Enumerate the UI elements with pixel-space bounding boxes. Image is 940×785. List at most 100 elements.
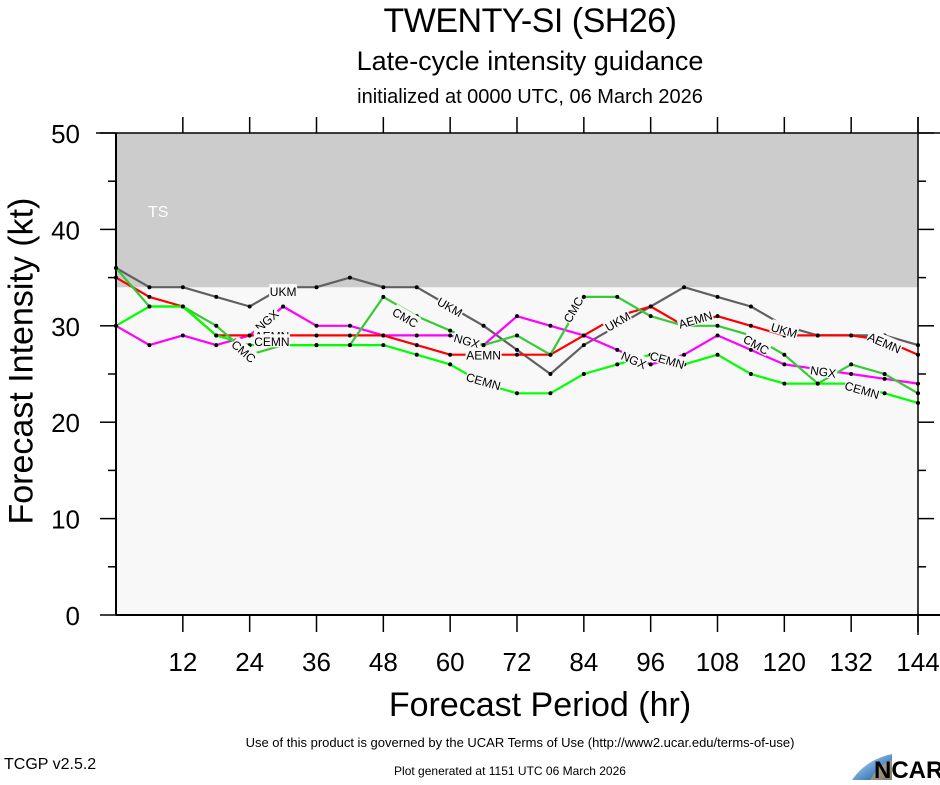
axes: 12 24 36 48 60 72 84 96 108 120 132 144 0 10 20 30 40 50 [51,117,940,677]
data-point-aemn [849,333,854,338]
series-label-aemn: AEMN [466,349,501,363]
data-point-cemn [314,343,319,348]
data-point-ngx [682,352,687,357]
data-point-cemn [114,323,118,328]
data-point-cemn [414,352,419,357]
data-point-ngx [648,362,653,367]
series-label-bg [269,284,298,298]
band-label-ts: TS [148,204,168,221]
data-point-aemn [381,333,386,338]
data-point-ukm [548,372,553,376]
data-point-ngx [882,376,887,381]
plot-background-layer: TS [116,133,918,615]
x-tick-label: 72 [503,647,532,677]
x-tick-label: 132 [829,647,872,677]
data-point-aemn [515,352,519,357]
data-point-ukm [715,294,720,299]
data-point-ukm [481,323,486,328]
data-point-aemn [314,333,319,338]
x-tick-label: 60 [436,647,465,677]
series-label-bg [648,347,687,371]
data-point-ngx [782,362,787,367]
x-axis-label: Forecast Period (hr) [388,686,692,724]
data-point-ukm [247,304,252,309]
series-label-bg [390,304,422,330]
series-label-group-ngx: NGX [808,362,839,381]
data-point-ukm [214,294,219,299]
data-point-ukm [314,285,319,290]
series-label-bg [451,329,483,350]
y-tick-label: 30 [51,312,80,342]
x-tick-label: 24 [235,647,264,677]
data-point-cemn [347,343,352,348]
data-point-cemn [147,304,152,309]
ncar-logo-text: NCAR [874,757,940,780]
data-point-ngx [347,323,352,328]
data-point-cmc [581,294,586,299]
x-tick-label: 12 [168,647,197,677]
data-point-aemn [581,333,586,338]
series-label-bg [435,293,466,319]
y-axis-label: Forecast Intensity (kt) [2,197,41,525]
ncar-logo: NCAR [852,752,940,784]
series-label-group-ngx: NGX [451,329,483,352]
data-point-aemn [114,275,118,280]
data-point-ukm [414,285,419,290]
series-label-bg [769,319,800,340]
version-label: TCGP v2.5.2 [4,756,97,773]
data-point-cmc [548,352,553,357]
data-point-cmc [114,265,118,270]
data-point-cmc [782,352,787,357]
data-point-cmc [214,323,219,328]
chart-init-time: initialized at 0000 UTC, 06 March 2026 [357,86,703,108]
x-tick-label: 120 [763,647,806,677]
data-point-cemn [581,372,586,376]
data-point-cemn [715,352,720,357]
series-label-bg [741,331,773,357]
data-point-cemn [381,343,386,348]
chart-subtitle: Late-cycle intensity guidance [356,46,704,76]
data-point-cemn [748,372,753,376]
data-point-aemn [247,333,252,338]
series-label-ukm: UKM [270,285,297,299]
data-point-aemn [715,314,720,319]
series-label-bg [601,307,633,334]
series-label-bg [618,347,650,371]
series-label-cemn: CEMN [254,335,289,349]
data-point-cmc [849,362,854,367]
data-point-aemn [648,304,653,309]
x-tick-label: 96 [636,647,665,677]
y-tick-label: 20 [51,408,80,438]
data-point-cmc [648,314,653,319]
data-point-cemn [448,362,453,367]
data-point-ukm [682,285,687,290]
data-point-cmc [515,333,519,338]
data-point-cemn [782,381,787,386]
y-tick-label: 50 [51,119,80,149]
data-point-cmc [481,343,486,348]
terms-of-use-notice: Use of this product is governed by the U… [245,735,795,750]
data-point-ukm [515,347,519,352]
data-point-aemn [815,333,820,338]
data-point-cemn [916,400,920,405]
data-point-cmc [715,323,720,328]
ncar-logo-icon: NCAR [852,754,940,784]
data-point-ukm [147,285,152,290]
data-point-ngx [615,347,620,352]
series-label-bg [675,307,715,330]
data-point-aemn [916,352,920,357]
series-label-bg [465,347,502,361]
series-label-bg [843,377,882,401]
data-point-ngx [748,347,753,352]
x-tick-label: 84 [569,647,598,677]
data-point-aemn [347,333,352,338]
series-label-bg [251,305,281,334]
data-point-ngx [515,314,519,319]
data-point-aemn [414,343,419,348]
data-point-cmc [615,294,620,299]
data-point-ukm [581,343,586,348]
series-label-bg [229,336,260,365]
data-point-ukm [916,343,920,348]
data-point-aemn [147,294,152,299]
